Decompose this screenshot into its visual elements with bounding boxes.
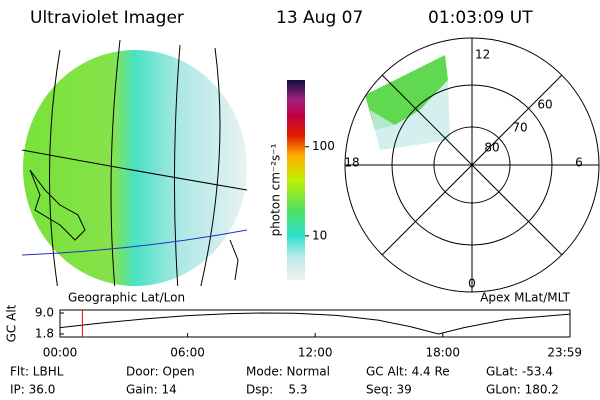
- title: Ultraviolet Imager: [30, 8, 184, 28]
- x-tick-label: 12:00: [298, 346, 333, 360]
- x-tick-label: 23:59: [547, 346, 582, 360]
- gc-alt-line: [59, 312, 571, 335]
- status-field: GLat: -53.4: [486, 365, 553, 379]
- left-map: [22, 40, 247, 286]
- mlt-label: 12: [475, 48, 490, 62]
- status-field: GC Alt: 4.4 Re: [366, 365, 450, 379]
- x-tick-label: 06:00: [170, 346, 205, 360]
- colorbar-tick-label: 10: [312, 228, 327, 242]
- status-field: Door: Open: [126, 365, 195, 379]
- lat-label: 80: [484, 141, 499, 155]
- y-tick-label: 9.0: [35, 306, 54, 320]
- mlt-label: 0: [468, 277, 476, 291]
- time: 01:03:09 UT: [428, 8, 533, 28]
- x-tick-label: 00:00: [43, 346, 78, 360]
- status-field: Mode: Normal: [246, 365, 330, 379]
- x-tick-label: 18:00: [425, 346, 460, 360]
- colorbar: [287, 80, 305, 280]
- lat-label: 60: [537, 98, 552, 112]
- lat-label: 70: [512, 121, 527, 135]
- y-tick-label: 1.8: [35, 327, 54, 341]
- colorbar-tick-label: 100: [312, 139, 335, 153]
- y-label: GC Alt: [5, 304, 19, 342]
- status-field: IP: 36.0: [10, 383, 55, 397]
- mlt-label: 18: [344, 156, 359, 170]
- date: 13 Aug 07: [276, 8, 363, 28]
- mlt-label: 6: [575, 156, 583, 170]
- status-field: Dsp: 5.3: [246, 383, 308, 397]
- colorbar-label: photon cm⁻²s⁻¹: [269, 143, 283, 236]
- status-field: GLon: 180.2: [486, 383, 559, 397]
- left-map-label: Geographic Lat/Lon: [68, 291, 185, 305]
- polar-plot: [344, 37, 600, 293]
- polar-label: Apex MLat/MLT: [480, 291, 570, 305]
- status-field: Flt: LBHL: [10, 365, 64, 379]
- status-field: Seq: 39: [366, 383, 412, 397]
- status-field: Gain: 14: [126, 383, 177, 397]
